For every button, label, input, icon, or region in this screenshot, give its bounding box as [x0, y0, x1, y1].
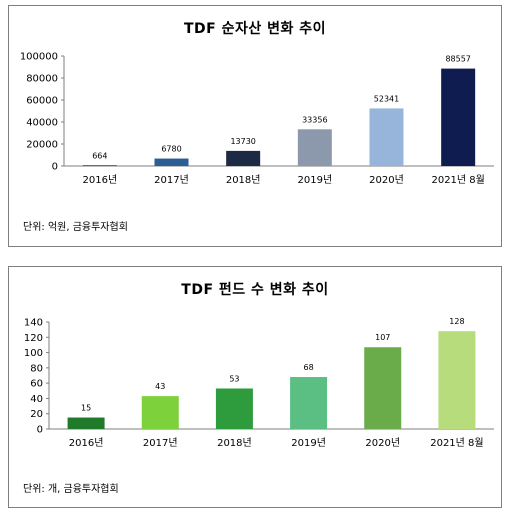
x-tick-label: 2019년	[291, 437, 326, 449]
bar-value-label: 88557	[445, 55, 470, 64]
x-tick-label: 2016년	[69, 437, 104, 449]
bar	[441, 68, 476, 166]
bar-value-label: 53	[229, 374, 239, 383]
bar	[67, 417, 105, 429]
bar	[154, 158, 189, 166]
chart-panel-net-assets: TDF 순자산 변화 추이 0 20000 40000 60000 80000 10000…	[8, 5, 502, 247]
y-tick-label: 20000	[26, 140, 58, 151]
y-tick-label: 60000	[26, 96, 58, 107]
bar-value-label: 68	[303, 363, 313, 372]
y-tick-label: 100	[24, 348, 43, 359]
y-tick-label: 80	[30, 363, 43, 374]
x-tick-label: 2020년	[365, 437, 400, 449]
bar	[369, 108, 404, 166]
bar	[438, 331, 476, 429]
bar-value-label: 6780	[161, 145, 181, 154]
bar	[297, 129, 332, 166]
y-tick-label: 100000	[20, 52, 58, 63]
chart-panel-fund-count: TDF 펀드 수 변화 추이 0 20 40 60 80 100 120 140 15 2016년…	[8, 266, 502, 508]
bar-value-label: 107	[375, 333, 390, 342]
y-tick-label: 80000	[26, 74, 58, 85]
bar-value-label: 43	[155, 382, 165, 391]
unit-note: 단위: 억원, 금융투자협회	[23, 222, 128, 233]
bar	[290, 377, 328, 429]
bar-value-label: 664	[92, 151, 107, 160]
y-tick-label: 0	[37, 425, 43, 436]
y-tick-label: 120	[24, 333, 43, 344]
bar	[82, 165, 117, 166]
x-tick-label: 2018년	[226, 174, 261, 186]
y-tick-label: 0	[52, 162, 58, 173]
bar	[141, 396, 179, 429]
y-tick-label: 40	[30, 394, 43, 405]
fund-count-bar-chart: 0 20 40 60 80 100 120 140 15 2016년 43 2017년 53 2018년 6…	[24, 317, 494, 449]
bar-value-label: 15	[81, 404, 91, 413]
x-tick-label: 2016년	[83, 174, 118, 186]
bar	[226, 150, 261, 166]
y-tick-label: 40000	[26, 118, 58, 129]
net-assets-bar-chart: 0 20000 40000 60000 80000 100000 664 2016년 6780 2…	[20, 52, 494, 186]
x-tick-label: 2021년 8월	[430, 437, 483, 449]
x-tick-label: 2018년	[217, 437, 252, 449]
x-tick-label: 2017년	[154, 174, 189, 186]
x-tick-label: 2020년	[369, 174, 404, 186]
bar-value-label: 52341	[374, 94, 399, 103]
bar-value-label: 33356	[302, 115, 327, 124]
chart-title: TDF 순자산 변화 추이	[183, 21, 327, 37]
bar	[364, 347, 402, 429]
bar-value-label: 13730	[230, 137, 255, 146]
y-tick-label: 140	[24, 318, 43, 329]
bar	[215, 388, 253, 429]
y-tick-label: 20	[30, 409, 43, 420]
chart-title: TDF 펀드 수 변화 추이	[181, 282, 329, 298]
bar-value-label: 128	[449, 317, 464, 326]
x-tick-label: 2017년	[143, 437, 178, 449]
x-tick-label: 2021년 8월	[431, 174, 484, 186]
unit-note: 단위: 개, 금융투자협회	[23, 484, 119, 495]
y-tick-label: 60	[30, 379, 43, 390]
x-tick-label: 2019년	[298, 174, 333, 186]
